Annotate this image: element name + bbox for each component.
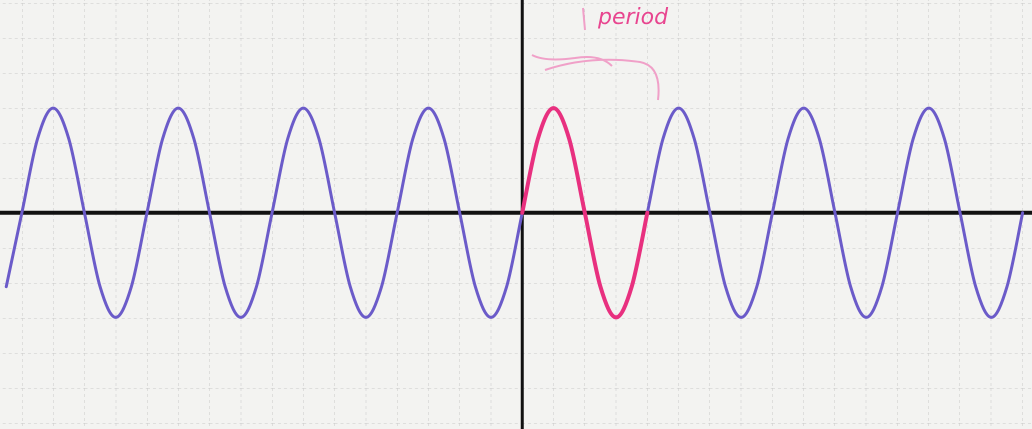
annotation: period	[597, 5, 669, 30]
period-brace	[531, 7, 660, 101]
series-line	[520, 106, 650, 320]
series-line	[4, 106, 1025, 319]
lines	[4, 106, 1025, 320]
